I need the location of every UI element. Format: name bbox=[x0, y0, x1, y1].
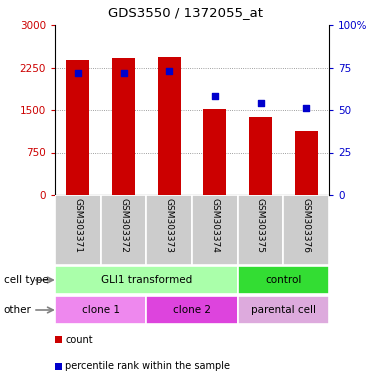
Point bbox=[166, 68, 172, 74]
Bar bbox=[238, 296, 329, 324]
Text: GSM303376: GSM303376 bbox=[302, 199, 311, 253]
Bar bbox=[112, 58, 135, 195]
Bar bbox=[55, 336, 62, 343]
Text: GSM303372: GSM303372 bbox=[119, 199, 128, 253]
Text: parental cell: parental cell bbox=[251, 305, 316, 315]
Bar bbox=[249, 117, 272, 195]
Text: clone 2: clone 2 bbox=[173, 305, 211, 315]
Text: GDS3550 / 1372055_at: GDS3550 / 1372055_at bbox=[108, 6, 263, 19]
Text: GSM303371: GSM303371 bbox=[73, 199, 82, 253]
Text: GSM303374: GSM303374 bbox=[210, 199, 219, 253]
Bar bbox=[66, 60, 89, 195]
Bar bbox=[146, 296, 238, 324]
Bar bbox=[295, 131, 318, 195]
Text: GLI1 transformed: GLI1 transformed bbox=[101, 275, 192, 285]
Bar bbox=[238, 195, 283, 265]
Point bbox=[303, 105, 309, 111]
Bar bbox=[192, 195, 238, 265]
Bar bbox=[283, 195, 329, 265]
Text: count: count bbox=[65, 335, 93, 345]
Bar bbox=[101, 195, 146, 265]
Bar bbox=[55, 195, 101, 265]
Point bbox=[212, 93, 218, 99]
Text: control: control bbox=[265, 275, 302, 285]
Bar bbox=[146, 195, 192, 265]
Text: clone 1: clone 1 bbox=[82, 305, 120, 315]
Text: other: other bbox=[4, 305, 32, 315]
Bar bbox=[203, 109, 226, 195]
Bar bbox=[158, 57, 181, 195]
Text: GSM303373: GSM303373 bbox=[165, 199, 174, 253]
Text: GSM303375: GSM303375 bbox=[256, 199, 265, 253]
Point bbox=[257, 100, 263, 106]
Bar bbox=[55, 266, 238, 294]
Point bbox=[121, 70, 127, 76]
Text: cell type: cell type bbox=[4, 275, 48, 285]
Bar bbox=[238, 266, 329, 294]
Point bbox=[75, 70, 81, 76]
Bar bbox=[55, 296, 146, 324]
Bar bbox=[55, 363, 62, 370]
Text: percentile rank within the sample: percentile rank within the sample bbox=[65, 361, 230, 371]
